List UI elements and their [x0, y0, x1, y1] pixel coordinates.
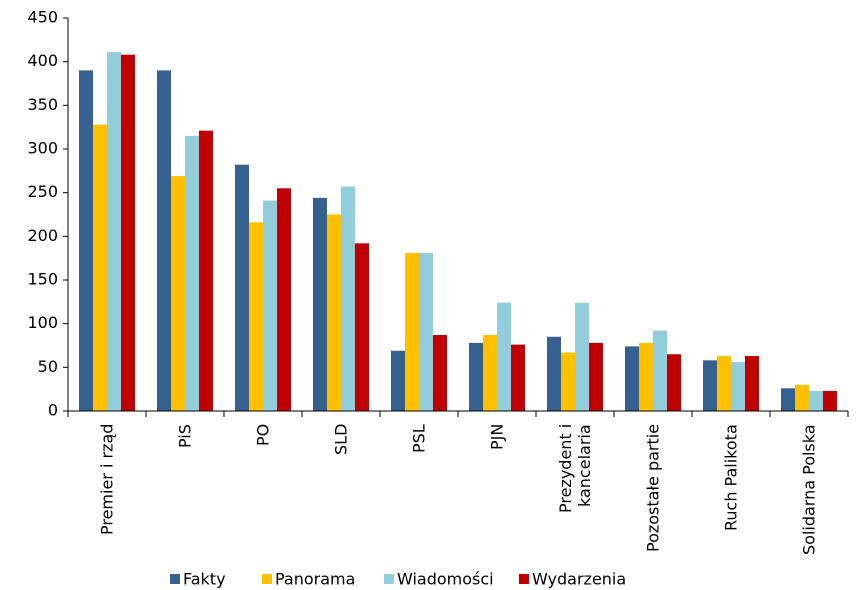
y-tick-label: 400	[27, 51, 58, 70]
bar	[391, 350, 405, 411]
bar	[511, 344, 525, 411]
legend-label: Wiadomości	[397, 570, 494, 589]
bar	[327, 214, 341, 411]
legend-swatch	[519, 574, 529, 584]
x-tick-label: PO	[253, 424, 273, 447]
x-tick-label: Ruch Palikota	[721, 424, 741, 531]
bar	[639, 342, 653, 411]
x-tick-label: PJN	[487, 424, 507, 451]
legend-swatch	[170, 574, 180, 584]
bar	[469, 342, 483, 411]
bar	[313, 197, 327, 411]
bar	[433, 335, 447, 411]
x-tick-label: Prezydent i kancelaria	[556, 424, 594, 514]
bar	[171, 176, 185, 411]
bar	[667, 354, 681, 411]
bar	[355, 243, 369, 411]
legend-label: Fakty	[183, 570, 226, 589]
x-tick-label: Premier i rząd	[97, 424, 117, 536]
y-tick-label: 100	[27, 313, 58, 332]
bar	[107, 52, 121, 412]
bar	[781, 388, 795, 411]
y-tick-label: 200	[27, 226, 58, 245]
y-tick-label: 250	[27, 182, 58, 201]
bar	[235, 164, 249, 411]
bar	[561, 352, 575, 411]
bar	[419, 252, 433, 411]
bar	[809, 390, 823, 411]
bar	[703, 360, 717, 411]
bar	[795, 384, 809, 411]
y-tick-label: 450	[27, 8, 58, 27]
legend-swatch	[262, 574, 272, 584]
bar	[589, 342, 603, 411]
y-tick-label: 150	[27, 270, 58, 289]
bar	[653, 330, 667, 411]
bar	[575, 302, 589, 411]
bar	[249, 222, 263, 411]
x-tick-label: SLD	[331, 424, 351, 456]
bar	[263, 200, 277, 411]
bar	[497, 302, 511, 411]
bar	[185, 135, 199, 411]
bar	[483, 335, 497, 411]
y-tick-label: 0	[48, 401, 58, 420]
bar	[625, 346, 639, 411]
bar	[547, 336, 561, 411]
x-tick-label: PiS	[175, 424, 195, 448]
x-tick-label: Pozostałe partie	[643, 424, 663, 553]
bar	[121, 54, 135, 412]
y-tick-label: 350	[27, 95, 58, 114]
legend-label: Wydarzenia	[532, 570, 626, 589]
y-tick-label: 50	[38, 357, 58, 376]
bar	[93, 124, 107, 412]
x-tick-label: Solidarna Polska	[799, 424, 819, 555]
bar	[157, 70, 171, 412]
legend-swatch	[384, 574, 394, 584]
bar	[277, 188, 291, 411]
bar	[199, 130, 213, 411]
x-tick-label: PSL	[409, 424, 429, 453]
bar	[823, 390, 837, 411]
bar	[79, 70, 93, 412]
bar	[717, 355, 731, 411]
bar	[341, 186, 355, 411]
bar	[731, 362, 745, 411]
legend-label: Panorama	[275, 570, 355, 589]
bar	[745, 355, 759, 411]
y-tick-label: 300	[27, 139, 58, 158]
bar	[405, 252, 419, 411]
